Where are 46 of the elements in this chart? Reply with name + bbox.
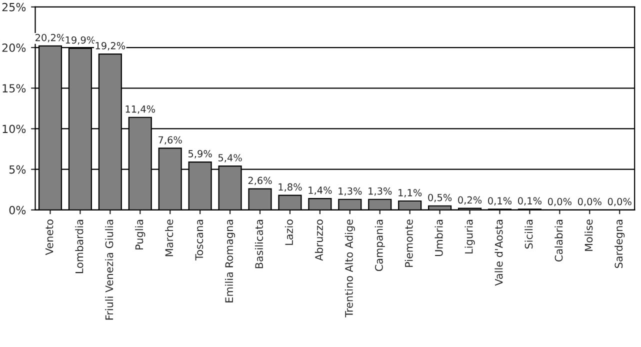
data-label: 19,9% xyxy=(66,36,96,45)
data-label: 1,1% xyxy=(398,188,422,198)
x-tick-label: Toscana xyxy=(195,220,204,260)
data-label: 1,4% xyxy=(308,186,332,195)
data-label: 0,1% xyxy=(518,197,542,206)
y-tick-label: 5% xyxy=(9,165,26,174)
x-tick-label: Abruzzo xyxy=(314,220,323,261)
data-label: 19,2% xyxy=(96,42,126,50)
data-label: 11,4% xyxy=(126,105,156,114)
data-label: 0,1% xyxy=(488,197,512,206)
x-tick-label: Calabria xyxy=(554,220,563,262)
x-tick-label: Veneto xyxy=(46,220,54,256)
data-label: 7,6% xyxy=(158,136,182,145)
x-tick-label: Molise xyxy=(584,220,593,251)
data-label: 1,8% xyxy=(278,183,302,192)
data-label: 1,3% xyxy=(368,187,392,196)
x-tick-label: Liguria xyxy=(464,220,475,254)
x-tick-label: Lombardia xyxy=(75,220,84,274)
data-label: 1,3% xyxy=(338,187,362,196)
data-label: 0,0% xyxy=(608,198,632,206)
data-label: 0,0% xyxy=(548,198,572,206)
y-tick-label: 25% xyxy=(2,2,26,12)
data-label: 5,4% xyxy=(218,154,242,162)
data-label: 0,5% xyxy=(428,194,452,202)
x-tick-label: Campania xyxy=(374,220,385,272)
data-label: 20,2% xyxy=(36,34,66,42)
x-tick-label: Trentino Alto Adige xyxy=(344,220,355,318)
y-tick-label: 15% xyxy=(2,84,26,93)
x-tick-label: Sardegna xyxy=(614,220,625,268)
x-tick-label: Marche xyxy=(165,220,174,256)
data-label: 0,2% xyxy=(458,196,482,205)
data-label: 5,9% xyxy=(188,150,212,158)
x-tick-label: Puglia xyxy=(135,220,146,250)
x-tick-label: Friuli Venezia Giulia xyxy=(105,220,114,320)
x-tick-label: Emilia Romagna xyxy=(225,220,236,302)
x-tick-label: Piemonte xyxy=(404,220,413,267)
data-label: 2,6% xyxy=(248,176,272,186)
y-tick-label: 20% xyxy=(2,44,26,52)
x-tick-label: Basilicata xyxy=(254,220,264,268)
x-tick-label: Valle d'Aosta xyxy=(494,220,503,286)
y-tick-label: 10% xyxy=(2,124,26,134)
y-tick-label: 0% xyxy=(9,206,26,214)
x-tick-label: Lazio xyxy=(284,220,293,245)
x-tick-label: Sicilia xyxy=(524,220,533,249)
data-label: 0,0% xyxy=(578,198,602,206)
x-tick-label: Umbria xyxy=(434,220,443,256)
